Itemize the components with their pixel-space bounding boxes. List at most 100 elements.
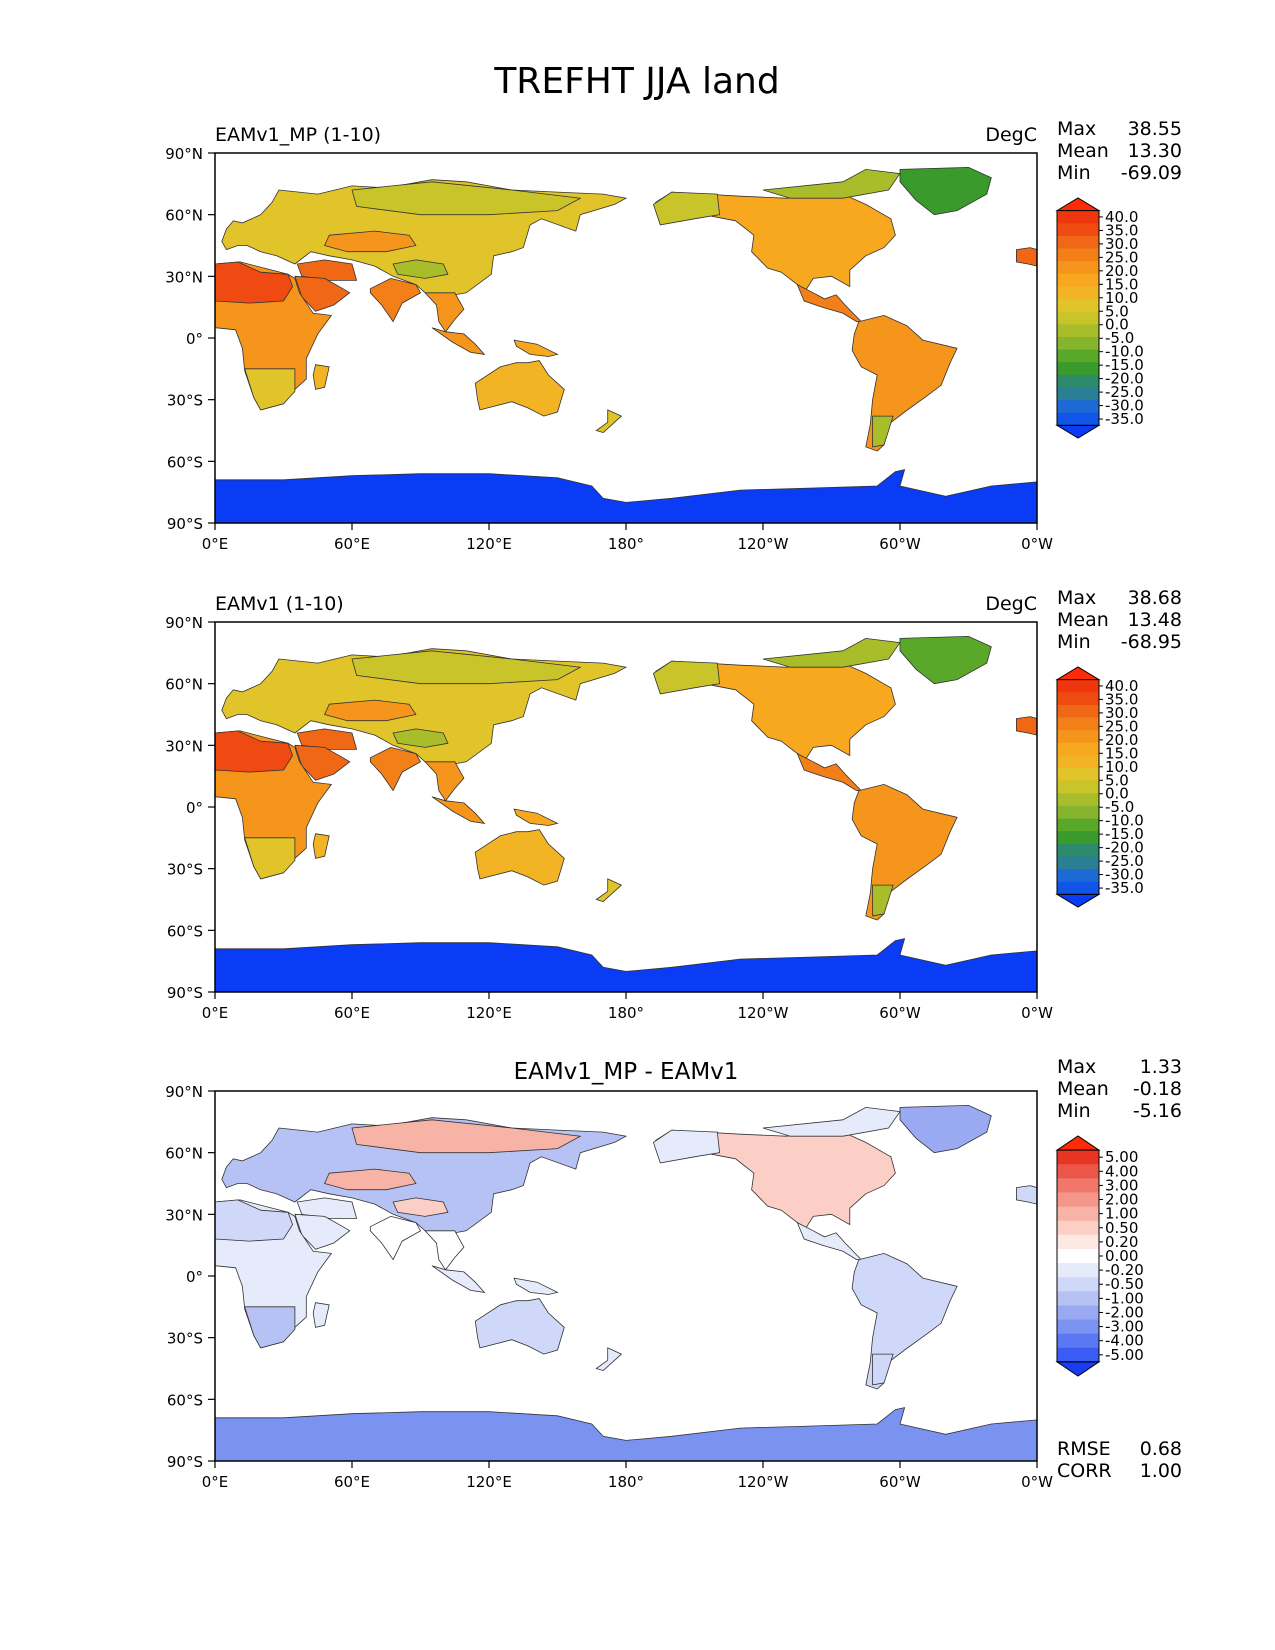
colorbar-segment	[1057, 1333, 1099, 1349]
land-region-tibetan-plateau	[392, 728, 449, 748]
land-region-india	[369, 746, 422, 792]
colorbar-extend-max	[1055, 666, 1101, 681]
colorbar-segment	[1057, 768, 1099, 782]
land-region-siberia	[351, 650, 582, 685]
land-region-iberia	[1016, 1185, 1037, 1205]
land-region-siberia	[351, 181, 582, 216]
land-region-central-asia	[324, 1168, 417, 1191]
x-tick-label: 0°E	[202, 535, 229, 553]
land-region-new-zealand	[595, 1347, 623, 1372]
colorbar-tick-label: 40.0	[1105, 208, 1138, 226]
colorbar-tick-label: -2.00	[1105, 1303, 1144, 1321]
colorbar-segment	[1057, 869, 1099, 883]
land-region-sahara	[215, 1199, 294, 1242]
stat-label: RMSE	[1057, 1438, 1111, 1460]
land-region-new-guinea	[513, 339, 559, 357]
colorbar-segment	[1057, 1206, 1099, 1222]
colorbar-segment	[1057, 1347, 1099, 1363]
colorbar-segment	[1057, 412, 1099, 426]
colorbar-segment	[1057, 843, 1099, 857]
colorbar-segment	[1057, 387, 1099, 401]
stat-label: Min	[1057, 162, 1091, 184]
colorbar-extend-min	[1055, 893, 1101, 908]
colorbar-segment	[1057, 1192, 1099, 1208]
colorbar-tick-label: 1.00	[1105, 1205, 1138, 1223]
colorbar-segment	[1057, 742, 1099, 756]
colorbar-tick-label: -25.0	[1105, 852, 1144, 870]
colorbar-tick-label: 35.0	[1105, 690, 1138, 708]
x-tick-label: 60°W	[879, 1473, 921, 1491]
colorbar-segment	[1057, 1319, 1099, 1335]
colorbar-tick-label: -5.0	[1105, 798, 1134, 816]
colorbar-tick-label: -35.0	[1105, 410, 1144, 428]
colorbar-tick-label: -5.0	[1105, 329, 1134, 347]
land-region-canadian-arctic	[762, 168, 901, 199]
land-region-alaska	[652, 1129, 721, 1164]
colorbar-tick-label: 0.00	[1105, 1247, 1138, 1265]
colorbar-segment	[1057, 235, 1099, 250]
colorbar-extend-min	[1055, 424, 1101, 439]
colorbar-segment	[1057, 362, 1099, 376]
colorbar-tick-label: -5.00	[1105, 1346, 1144, 1364]
stat-value: -69.09	[1121, 162, 1182, 184]
land-region-greenland	[899, 1104, 992, 1154]
colorbar-segment	[1057, 374, 1099, 388]
land-region-central-asia	[324, 699, 417, 722]
colorbar-segment	[1057, 730, 1099, 744]
colorbar-segment	[1057, 248, 1099, 262]
colorbar-segment	[1057, 1263, 1099, 1278]
colorbar-segment	[1057, 311, 1099, 325]
stat-value: 1.00	[1140, 1460, 1182, 1482]
stat-value: 38.55	[1128, 118, 1182, 140]
colorbar-frame	[1056, 210, 1100, 426]
colorbar-segment	[1057, 299, 1099, 313]
land-region-new-guinea	[513, 808, 559, 826]
y-tick-label: 90°S	[167, 984, 203, 1002]
x-tick-label: 120°E	[466, 1004, 512, 1022]
colorbar-tick-label: 20.0	[1105, 731, 1138, 749]
colorbar-tick-label: 0.0	[1105, 785, 1129, 803]
colorbar-tick-label: 0.0	[1105, 316, 1129, 334]
land-region-patagonia	[872, 1353, 894, 1386]
land-region-new-zealand	[595, 878, 623, 903]
x-tick-label: 180°	[608, 1473, 644, 1491]
land-region-patagonia	[872, 884, 894, 917]
stat-label: CORR	[1057, 1460, 1112, 1482]
colorbar-segment	[1057, 831, 1099, 845]
colorbar-segment	[1057, 223, 1099, 237]
panel-center-title: EAMv1_MP - EAMv1	[514, 1059, 739, 1085]
stat-label: Mean	[1057, 140, 1109, 162]
colorbar-tick-label: 0.20	[1105, 1233, 1138, 1251]
colorbar-tick-label: 30.0	[1105, 704, 1138, 722]
panel-units: DegC	[985, 593, 1037, 615]
colorbar-tick-label: -20.0	[1105, 370, 1144, 388]
colorbar-tick-label: -1.00	[1105, 1289, 1144, 1307]
colorbar-tick-label: -0.20	[1105, 1261, 1144, 1279]
x-tick-label: 0°E	[202, 1004, 229, 1022]
colorbar-tick-label: 35.0	[1105, 221, 1138, 239]
colorbar-segment	[1057, 210, 1099, 224]
colorbar-extend-max	[1055, 1135, 1101, 1151]
stat-label: Min	[1057, 1100, 1091, 1122]
colorbar-segment	[1057, 400, 1099, 414]
x-tick-label: 60°E	[334, 535, 370, 553]
land-region-tibetan-plateau	[392, 259, 449, 279]
colorbar-tick-label: 25.0	[1105, 248, 1138, 266]
y-tick-label: 30°S	[167, 861, 203, 879]
stat-label: Max	[1057, 587, 1096, 609]
y-tick-label: 30°S	[167, 392, 203, 410]
colorbar-tick-label: -10.0	[1105, 343, 1144, 361]
land-region-alaska	[652, 660, 721, 695]
land-region-southern-africa	[244, 1306, 296, 1349]
land-region-australia	[474, 829, 565, 886]
x-tick-label: 120°W	[738, 1004, 789, 1022]
panel-difference: EAMv1_MP - EAMv1 90°N 60°N 30°N 0° 30°S 60°S 90…	[165, 1056, 1182, 1491]
land-region-canadian-arctic	[762, 637, 901, 668]
colorbar-tick-label: 15.0	[1105, 275, 1138, 293]
land-region-southern-africa	[244, 837, 296, 880]
land-region-greenland	[899, 635, 992, 685]
colorbar-tick-label: 2.00	[1105, 1191, 1138, 1209]
colorbar-segment	[1057, 273, 1099, 287]
y-tick-label: 60°N	[165, 676, 203, 694]
stat-value: 38.68	[1128, 587, 1182, 609]
